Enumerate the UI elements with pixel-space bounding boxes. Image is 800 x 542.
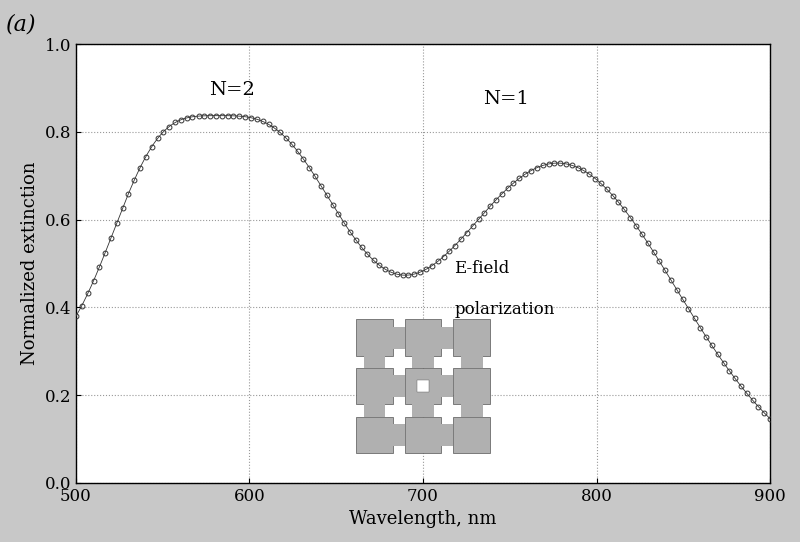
Text: (a): (a) (6, 14, 37, 35)
Text: N=2: N=2 (209, 81, 255, 99)
Text: polarization: polarization (454, 301, 554, 318)
Text: E-field: E-field (454, 260, 510, 276)
Text: N=1: N=1 (483, 90, 530, 108)
X-axis label: Wavelength, nm: Wavelength, nm (350, 510, 497, 528)
Y-axis label: Normalized extinction: Normalized extinction (21, 162, 39, 365)
